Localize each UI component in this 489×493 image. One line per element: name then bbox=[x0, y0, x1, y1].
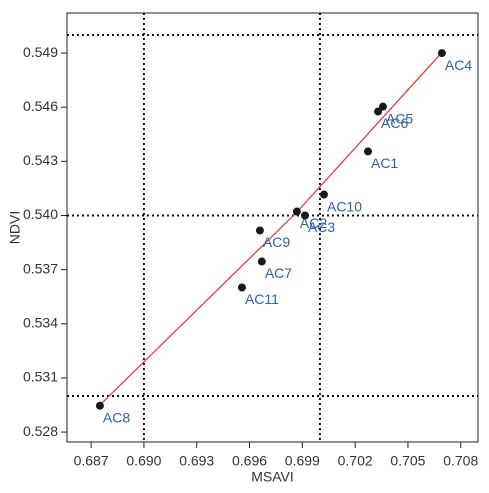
x-tick-label: 0.696 bbox=[232, 453, 267, 469]
point bbox=[378, 102, 387, 111]
x-tick-label: 0.693 bbox=[179, 453, 214, 469]
x-tick-label: 0.687 bbox=[74, 453, 109, 469]
y-axis-label: NDVI bbox=[7, 211, 23, 244]
x-tick-label: 0.702 bbox=[338, 453, 373, 469]
x-axis-label: MSAVI bbox=[251, 469, 294, 485]
point bbox=[363, 147, 372, 156]
point bbox=[292, 207, 301, 216]
point-label: AC5 bbox=[386, 110, 413, 126]
point-label: AC10 bbox=[327, 198, 362, 214]
point-label: AC9 bbox=[263, 234, 290, 250]
y-tick-label: 0.540 bbox=[23, 206, 58, 222]
point bbox=[257, 257, 266, 266]
point-label: AC4 bbox=[445, 57, 472, 73]
point-label: AC6 bbox=[381, 115, 408, 131]
point bbox=[374, 107, 383, 116]
plot-frame bbox=[66, 12, 479, 443]
point-label: AC7 bbox=[265, 265, 292, 281]
x-tick-label: 0.705 bbox=[390, 453, 425, 469]
point-label: AC1 bbox=[371, 155, 398, 171]
point bbox=[237, 283, 246, 292]
x-tick-label: 0.699 bbox=[285, 453, 320, 469]
point-label: AC11 bbox=[245, 291, 279, 307]
point-label: AC2 bbox=[300, 215, 327, 231]
point bbox=[437, 49, 446, 58]
x-tick-label: 0.690 bbox=[126, 453, 161, 469]
point bbox=[319, 190, 328, 199]
y-tick-label: 0.543 bbox=[23, 152, 58, 168]
fit-line bbox=[99, 52, 442, 406]
point bbox=[300, 211, 309, 220]
x-tick-label: 0.708 bbox=[443, 453, 478, 469]
y-tick-label: 0.537 bbox=[23, 260, 58, 276]
point bbox=[255, 226, 264, 235]
y-tick-label: 0.546 bbox=[23, 98, 58, 114]
point-label: AC3 bbox=[308, 219, 335, 235]
y-tick-label: 0.534 bbox=[23, 314, 58, 330]
y-tick-label: 0.549 bbox=[23, 44, 58, 60]
y-tick-label: 0.531 bbox=[23, 369, 58, 385]
y-tick-label: 0.528 bbox=[23, 423, 58, 439]
point-label: AC8 bbox=[103, 409, 130, 425]
point bbox=[95, 401, 104, 410]
